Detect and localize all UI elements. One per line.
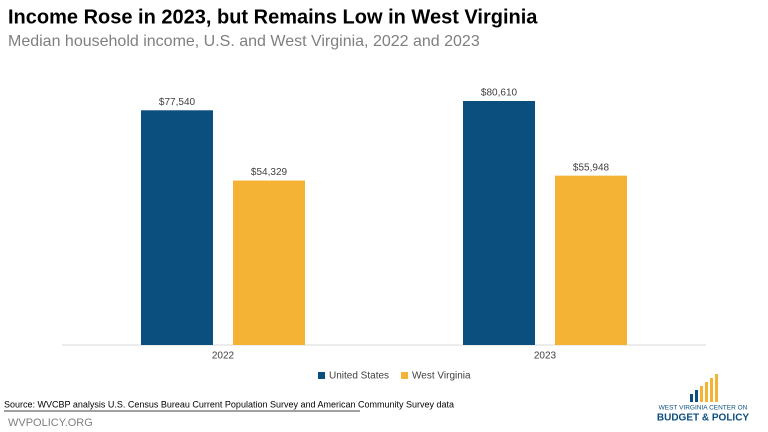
source: Source: WVCBP analysis U.S. Census Burea…	[4, 399, 454, 409]
logo-bar	[715, 374, 718, 402]
x-tick-label: 2022	[212, 351, 235, 362]
bar	[463, 101, 535, 345]
chart-title: Income Rose in 2023, but Remains Low in …	[8, 6, 538, 28]
bar	[555, 175, 627, 345]
legend-label: West Virginia	[412, 371, 471, 382]
chart-subtitle: Median household income, U.S. and West V…	[8, 33, 480, 50]
logo: WEST VIRGINIA CENTER ON BUDGET & POLICY	[657, 374, 750, 424]
legend-swatch	[401, 372, 409, 379]
bar	[141, 110, 213, 346]
value-label: $54,329	[251, 167, 288, 178]
value-label: $77,540	[159, 97, 196, 108]
legend-label: United States	[329, 371, 389, 382]
x-tick-label: 2023	[534, 351, 557, 362]
bar	[233, 180, 305, 345]
logo-bar	[695, 390, 698, 402]
footer: WVPOLICY.ORG	[8, 417, 93, 429]
logo-line: WEST VIRGINIA CENTER ON	[659, 405, 748, 412]
value-label: $55,948	[573, 162, 610, 173]
logo-bar	[705, 382, 708, 402]
logo-bar	[710, 378, 713, 402]
logo-line: BUDGET & POLICY	[657, 413, 750, 424]
value-label: $80,610	[481, 88, 518, 99]
logo-bar	[700, 386, 703, 402]
legend-swatch	[318, 372, 325, 379]
logo-bar	[690, 394, 693, 402]
